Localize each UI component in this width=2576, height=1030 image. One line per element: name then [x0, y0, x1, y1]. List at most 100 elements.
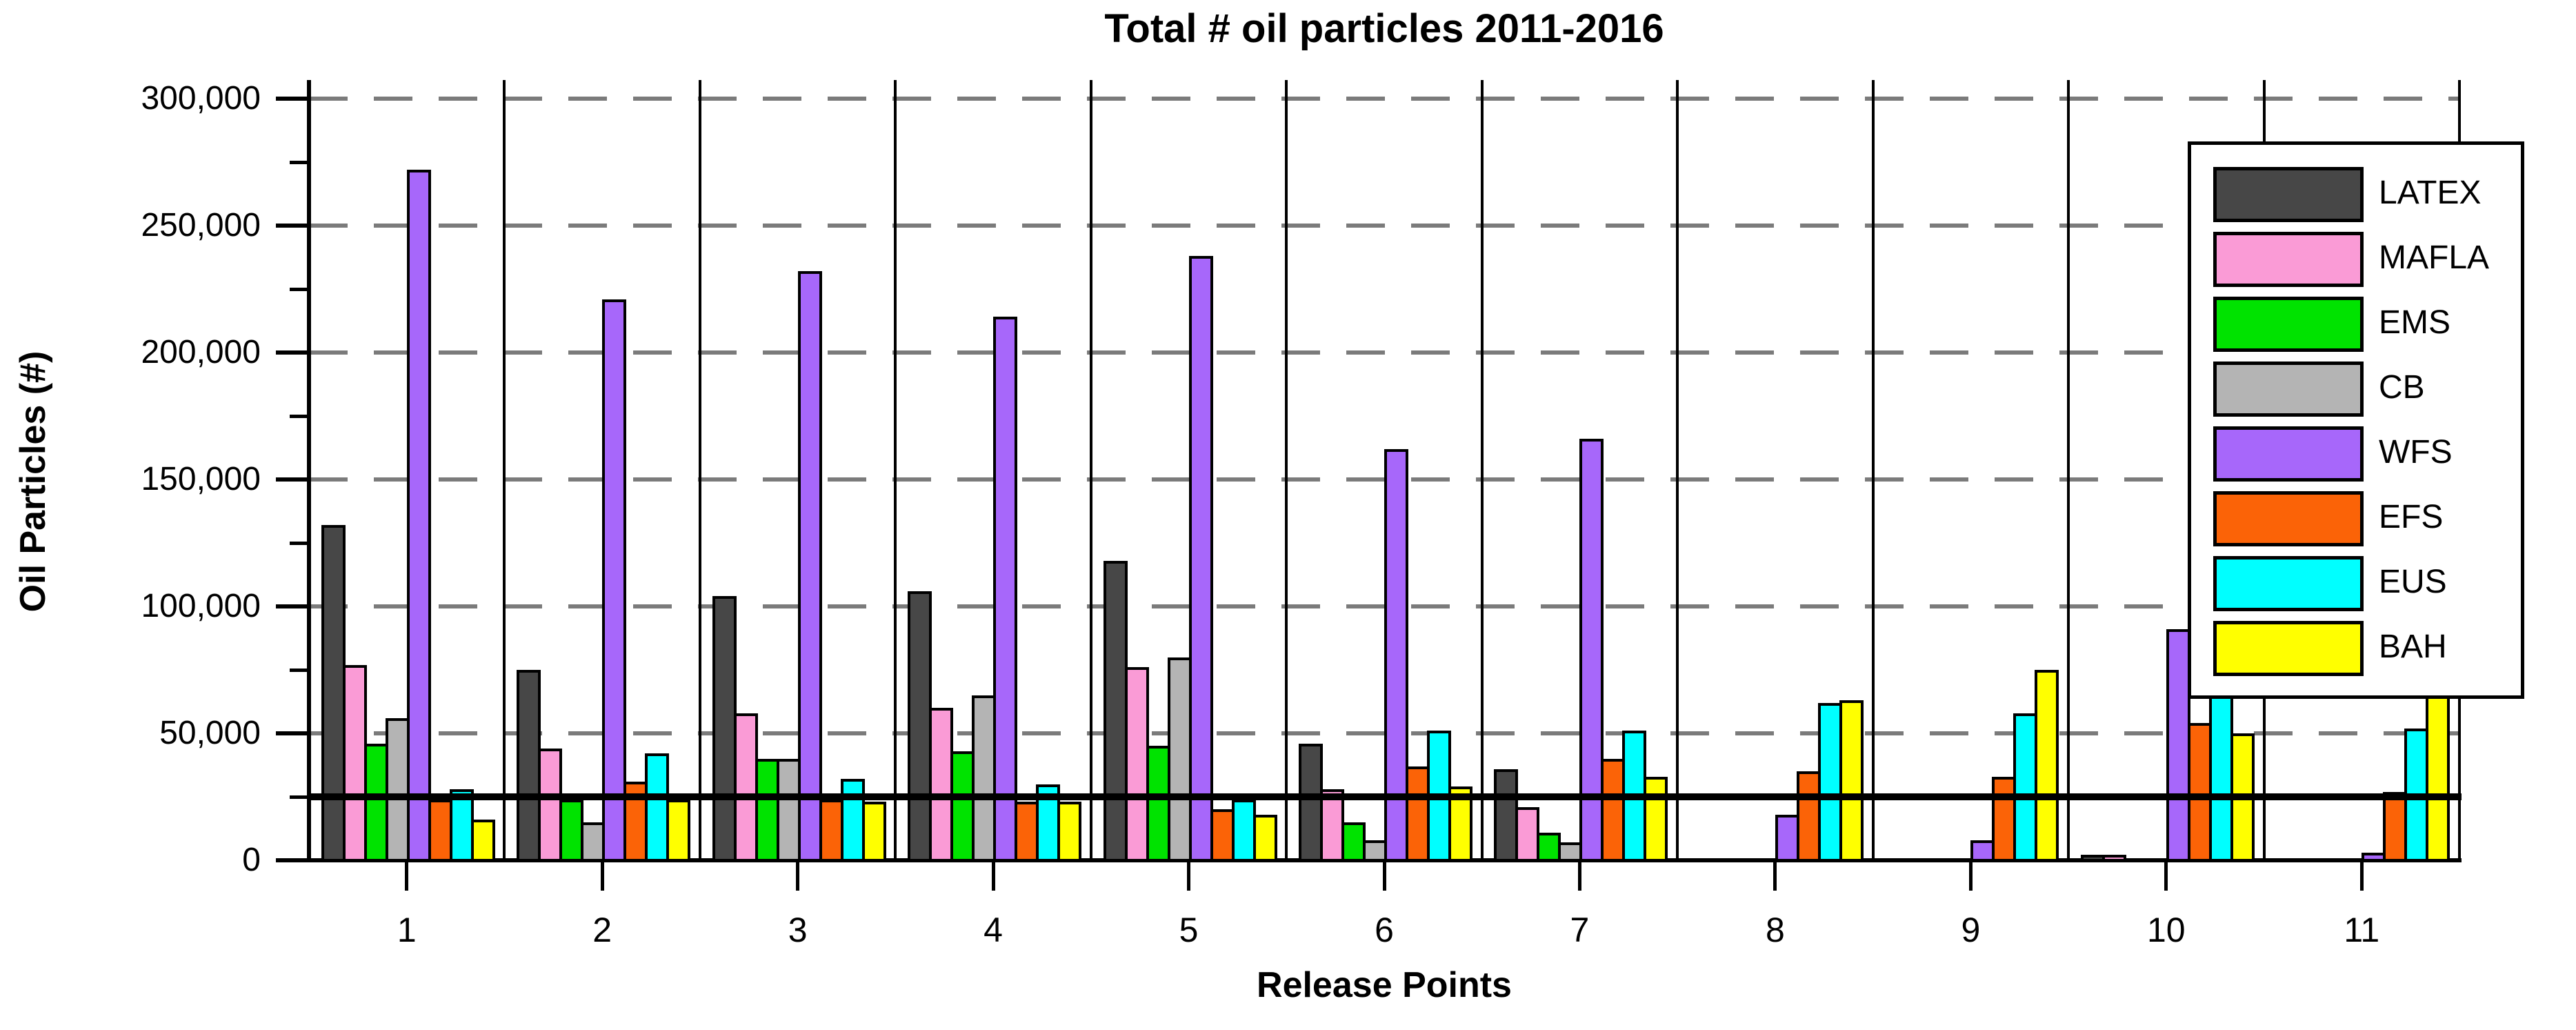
bar-mafla-rp1: [342, 664, 367, 862]
bar-mafla-rp3: [733, 713, 758, 862]
bar-wfs-rp2: [602, 299, 627, 862]
bar-cb-rp1: [385, 717, 410, 862]
x-tick: [2164, 860, 2168, 891]
group-separator: [1285, 80, 1288, 860]
bar-bah-rp4: [1057, 802, 1082, 862]
bar-bah-rp5: [1252, 814, 1277, 862]
x-tick: [991, 860, 995, 891]
bar-bah-rp8: [1839, 700, 1864, 862]
legend-item-cb: CB: [2191, 357, 2521, 422]
group-separator: [1480, 80, 1484, 860]
group-separator: [894, 80, 897, 860]
legend-swatch-cb: [2213, 362, 2364, 417]
legend-item-latex: LATEX: [2191, 163, 2521, 228]
y-major-tick: [276, 97, 309, 101]
bar-latex-rp4: [908, 591, 932, 862]
bar-eus-rp9: [2013, 713, 2038, 862]
y-gridline: [309, 224, 2459, 228]
x-tick-label: 7: [1570, 911, 1590, 949]
bar-eus-rp5: [1231, 799, 1256, 862]
bar-mafla-rp5: [1124, 667, 1149, 862]
legend-item-bah: BAH: [2191, 617, 2521, 682]
reference-line: [307, 793, 2462, 800]
legend-label-efs: EFS: [2379, 499, 2444, 535]
bar-efs-rp10: [2187, 723, 2212, 862]
legend-box: LATEX MAFLA EMS CB WFS EFS EUS BAH: [2188, 141, 2524, 699]
y-minor-tick: [290, 541, 309, 545]
bar-eus-rp3: [840, 779, 865, 862]
y-gridline: [309, 97, 2459, 101]
bar-latex-rp10: [2080, 855, 2105, 862]
y-major-tick: [276, 604, 309, 608]
x-tick: [405, 860, 409, 891]
bar-ems-rp2: [559, 799, 584, 862]
bar-wfs-rp4: [993, 317, 1018, 862]
bar-wfs-rp1: [406, 170, 431, 862]
y-minor-tick: [290, 287, 309, 291]
bar-eus-rp8: [1817, 702, 1842, 862]
legend-label-bah: BAH: [2379, 628, 2447, 665]
legend-item-mafla: MAFLA: [2191, 228, 2521, 293]
bar-latex-rp6: [1299, 743, 1323, 862]
y-gridline: [309, 350, 2459, 355]
y-major-tick: [276, 858, 309, 862]
legend-swatch-eus: [2213, 556, 2364, 611]
y-tick-label: 0: [242, 842, 261, 878]
legend-label-cb: CB: [2379, 369, 2425, 406]
bar-ems-rp5: [1146, 746, 1170, 862]
y-tick-label: 300,000: [141, 80, 261, 117]
bar-efs-rp3: [819, 799, 843, 862]
bar-mafla-rp7: [1515, 806, 1540, 862]
bar-mafla-rp4: [929, 708, 954, 862]
x-tick-label: 6: [1375, 911, 1394, 949]
group-separator: [503, 80, 506, 860]
bar-mafla-rp10: [2101, 855, 2126, 862]
x-tick: [1968, 860, 1973, 891]
x-tick-label: 3: [788, 911, 808, 949]
legend-label-latex: LATEX: [2379, 175, 2482, 211]
x-tick: [796, 860, 800, 891]
bar-bah-rp3: [861, 802, 886, 862]
bar-wfs-rp9: [1970, 840, 1995, 862]
y-tick-label: 200,000: [141, 334, 261, 370]
y-major-tick: [276, 224, 309, 228]
bar-efs-rp4: [1015, 802, 1039, 862]
legend-swatch-latex: [2213, 167, 2364, 222]
bar-efs-rp8: [1796, 771, 1821, 862]
bar-bah-rp1: [470, 820, 495, 862]
bar-efs-rp11: [2383, 791, 2408, 862]
bar-mafla-rp6: [1320, 789, 1344, 862]
bar-efs-rp1: [428, 799, 452, 862]
bar-mafla-rp2: [538, 749, 563, 862]
bar-bah-rp7: [1644, 776, 1668, 862]
legend-item-eus: EUS: [2191, 552, 2521, 617]
x-tick-label: 2: [592, 911, 612, 949]
y-tick-label: 100,000: [141, 588, 261, 624]
legend-swatch-bah: [2213, 621, 2364, 676]
bar-wfs-rp8: [1775, 814, 1799, 862]
group-separator: [1089, 80, 1092, 860]
x-tick-label: 4: [984, 911, 1003, 949]
group-separator: [1676, 80, 1679, 860]
bar-cb-rp7: [1558, 842, 1583, 862]
x-tick: [600, 860, 604, 891]
x-tick-label: 9: [1961, 911, 1981, 949]
y-axis-title: Oil Particles (#): [13, 350, 53, 613]
group-separator: [698, 80, 701, 860]
bar-eus-rp10: [2208, 695, 2233, 862]
legend-label-wfs: WFS: [2379, 434, 2453, 471]
bar-ems-rp7: [1537, 832, 1561, 862]
legend-item-ems: EMS: [2191, 293, 2521, 357]
bar-latex-rp2: [517, 670, 541, 862]
bar-cb-rp3: [776, 758, 801, 862]
bar-latex-rp7: [1494, 769, 1519, 862]
legend-label-eus: EUS: [2379, 564, 2447, 600]
bar-eus-rp2: [645, 753, 670, 862]
bar-bah-rp2: [666, 799, 691, 862]
bar-cb-rp2: [581, 822, 606, 862]
group-separator: [2067, 80, 2070, 860]
bar-cb-rp5: [1167, 657, 1192, 862]
bar-ems-rp1: [363, 743, 388, 862]
legend-swatch-ems: [2213, 297, 2364, 352]
